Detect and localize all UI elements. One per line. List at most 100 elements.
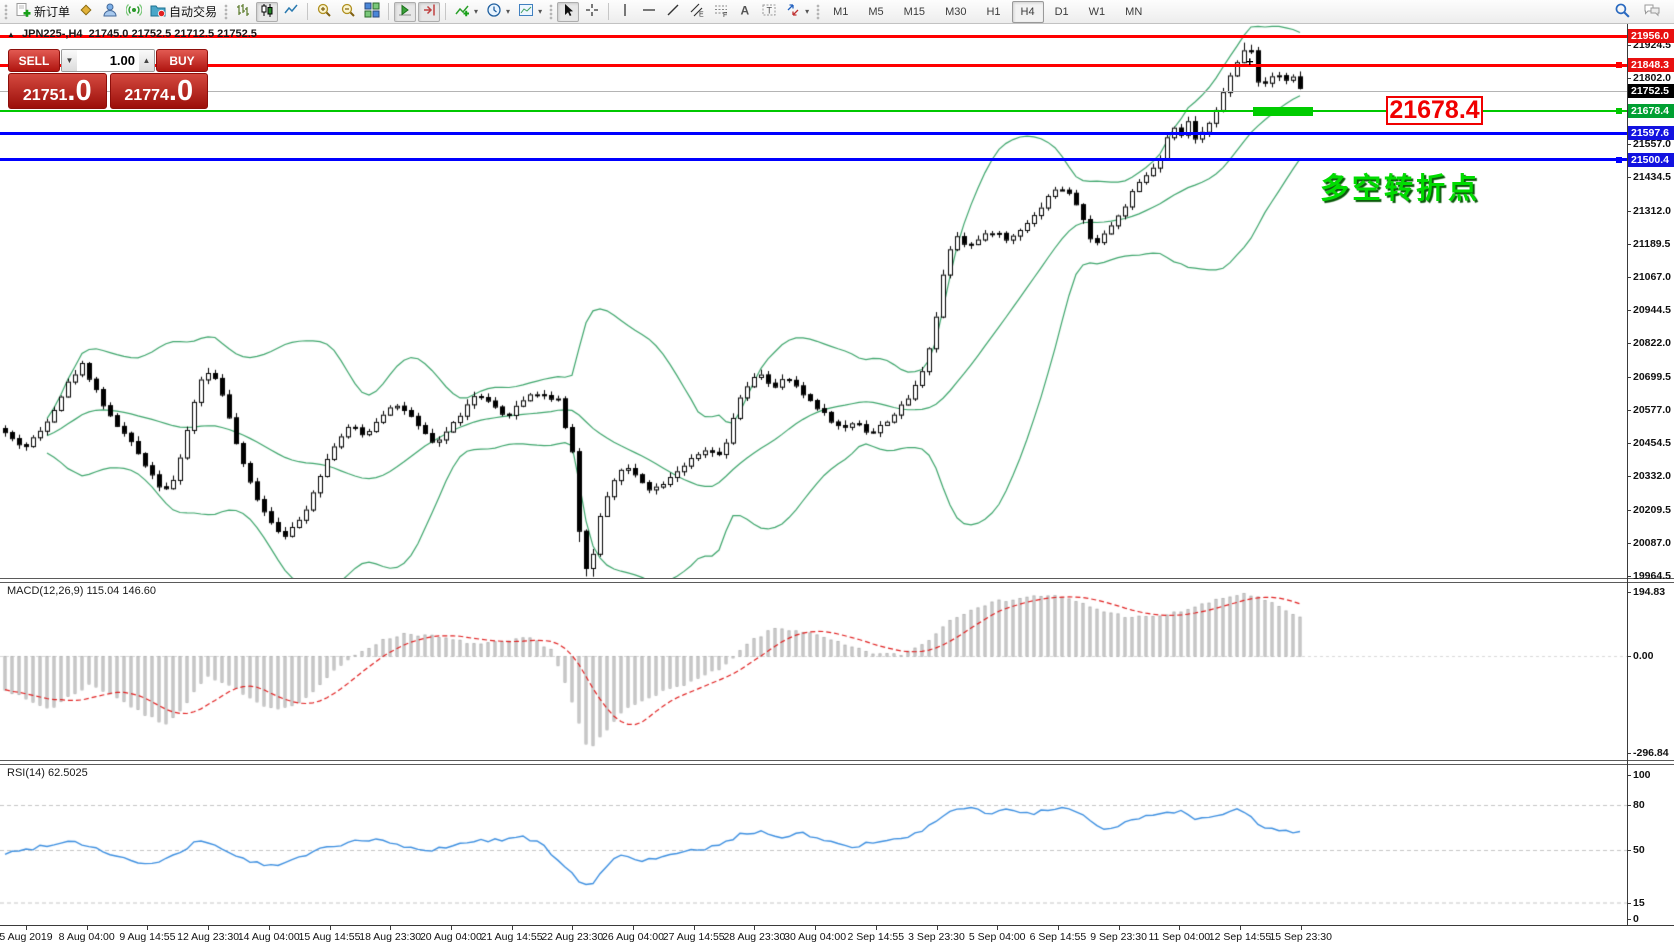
buy-price-display[interactable]: 21774.0 [109,73,208,109]
crosshair-button[interactable] [581,2,603,22]
equidistant-channel-button[interactable]: E [686,2,708,22]
tile-windows-icon [364,2,380,21]
line-chart-icon [283,2,299,21]
tile-windows-button[interactable] [361,2,383,22]
time-label: 5 Sep 04:00 [968,931,1026,943]
dropdown-caret: ▾ [474,7,479,16]
text-label-button[interactable]: T [758,2,780,22]
line-handle[interactable] [1616,156,1622,163]
rsi-label: RSI(14) 62.5025 [7,767,88,779]
time-axis: 5 Aug 2019 8 Aug 04:00 9 Aug 14:55 12 Aug 2… [0,925,1674,947]
axis-tick [1628,376,1631,378]
fibonacci-button[interactable]: F [710,2,732,22]
auto-scroll-button[interactable] [394,1,417,22]
indicators-button[interactable]: ▾ [451,2,481,22]
highlighted-line-segment[interactable] [1253,106,1313,116]
hline-21597.6[interactable] [0,131,1627,135]
line-handle[interactable] [1616,62,1622,69]
time-tick [572,926,574,930]
text-tool-button[interactable]: A [734,2,756,22]
hline-21848.3[interactable] [0,63,1627,67]
volume-spinner: ▼ ▲ [61,49,155,72]
toolbar-grip[interactable] [224,3,229,20]
axis-label: 194.83 [1633,586,1666,599]
macd-indicator-pane[interactable] [0,582,1627,760]
horizontal-line-button[interactable] [638,2,660,22]
pane-separator[interactable] [0,578,1674,583]
axis-label: 100 [1633,769,1651,781]
volume-increase-button[interactable]: ▲ [139,50,154,71]
timeframe-m15-button[interactable]: M15 [903,5,926,18]
axis-tick [1628,542,1631,544]
buy-price-frac: .0 [168,75,194,107]
chat-button[interactable] [1640,2,1664,22]
sell-price-display[interactable]: 21751.0 [8,73,107,109]
templates-button[interactable]: ▾ [515,2,545,22]
toolbar-grip[interactable] [4,3,8,20]
time-tick [1118,926,1120,930]
market-watch-button[interactable] [75,2,97,22]
sell-button[interactable]: SELL [8,49,60,72]
search-button[interactable] [1611,2,1634,22]
axis-label: 21312.0 [1633,204,1671,217]
hline-21956[interactable] [0,34,1627,38]
axis-tick [1628,902,1631,904]
sell-price-main: 21751 [22,87,68,104]
periods-button[interactable]: ▾ [483,2,513,22]
buy-price-main: 21774 [124,87,169,104]
signals-button[interactable] [123,2,145,22]
fibonacci-icon: F [713,2,729,21]
toolbar-grip[interactable] [549,3,554,20]
timeframe-m30-button[interactable]: M30 [945,5,967,18]
collapse-arrow-icon[interactable]: ▲ [7,30,15,39]
cursor-button[interactable] [557,1,580,22]
timeframe-h1-button[interactable]: H1 [986,5,1001,18]
axis-tick [1628,592,1631,594]
pane-separator[interactable] [0,760,1674,765]
time-label: 9 Aug 14:55 [119,931,176,943]
dropdown-caret: ▾ [506,7,511,16]
chart-shift-button[interactable] [418,1,441,22]
candlestick-chart-button[interactable] [256,1,279,22]
time-tick [936,926,938,930]
main-price-chart[interactable] [0,24,1627,578]
time-tick [754,926,756,930]
timeframe-d1-button[interactable]: D1 [1054,5,1069,18]
zoom-out-button[interactable] [337,2,359,22]
time-tick [208,926,210,930]
axis-tick [1628,509,1631,511]
timeframe-m5-button[interactable]: M5 [868,5,884,18]
clock-icon [486,2,502,21]
autotrading-button[interactable]: 自动交易 [147,2,220,22]
timeframe-mn-button[interactable]: MN [1125,5,1143,18]
buy-button[interactable]: BUY [156,49,208,72]
axis-label: 21189.5 [1633,237,1671,250]
hline-21678.4[interactable] [0,110,1627,113]
toolbar-grip[interactable] [816,3,821,20]
timeframe-h4-button[interactable]: H4 [1011,0,1044,23]
timeframe-m1-button[interactable]: M1 [833,5,849,18]
axis-label: 80 [1633,799,1645,811]
bar-chart-button[interactable] [232,2,254,22]
time-tick [86,926,88,930]
timeframe-w1-button[interactable]: W1 [1088,5,1106,18]
line-chart-button[interactable] [280,2,302,22]
autotrading-icon [150,2,166,21]
arrows-tool-button[interactable]: ▾ [782,2,812,22]
vertical-line-button[interactable] [614,2,636,22]
zoom-in-button[interactable] [313,2,335,22]
axis-tick [1628,144,1631,146]
volume-input[interactable] [77,50,139,71]
dropdown-caret: ▾ [805,7,810,16]
timeframe-toolbar: M1 M5 M15 M30 H1 H4 D1 W1 MN [824,0,1151,23]
volume-decrease-button[interactable]: ▼ [62,50,77,71]
rsi-indicator-pane[interactable] [0,764,1627,925]
hline-21500.4[interactable] [0,158,1627,161]
axis-label: 20577.0 [1633,403,1671,416]
trendline-button[interactable] [662,2,684,22]
profiles-button[interactable] [99,2,121,22]
price-badge-21597.6: 21597.6 [1628,126,1674,141]
line-handle[interactable] [1616,108,1622,115]
new-order-button[interactable]: 新订单 [12,2,73,22]
axis-label: 0.00 [1633,650,1654,662]
